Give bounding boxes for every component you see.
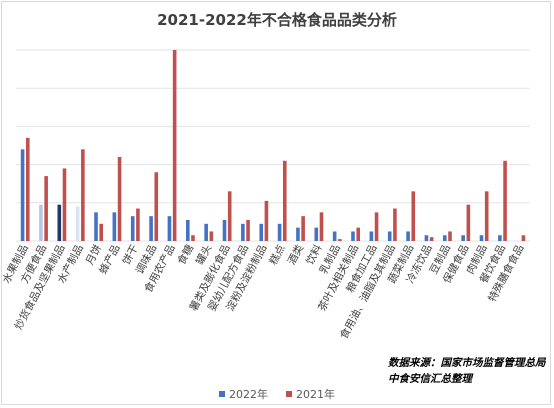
bar-2022 bbox=[387, 231, 392, 241]
bar-2021 bbox=[154, 172, 159, 241]
bar-2022 bbox=[222, 219, 227, 241]
bar-2022 bbox=[112, 212, 117, 241]
source-line-2: 中食安信汇总整理 bbox=[388, 373, 472, 385]
category-label: 糕点 bbox=[266, 242, 287, 267]
bar-2021 bbox=[117, 156, 122, 241]
legend-item-2021: 2021年 bbox=[286, 386, 335, 402]
bar-2021 bbox=[448, 231, 452, 241]
legend-swatch-2022 bbox=[219, 391, 225, 397]
legend: 2022年 2021年 bbox=[0, 386, 554, 402]
bar-2021 bbox=[319, 212, 324, 241]
bar-2021 bbox=[25, 137, 30, 241]
bar-2021 bbox=[484, 191, 489, 241]
bar-2022 bbox=[39, 204, 43, 241]
legend-label-2022: 2022年 bbox=[229, 388, 268, 401]
bar-2021 bbox=[246, 219, 250, 241]
bar-2021 bbox=[282, 160, 287, 241]
bar-2022 bbox=[185, 219, 190, 241]
bar-2021 bbox=[44, 176, 48, 241]
bar-2022 bbox=[442, 235, 447, 241]
bar-2022 bbox=[94, 212, 98, 241]
bar-2021 bbox=[301, 216, 305, 241]
category-label: 酒类 bbox=[285, 242, 307, 267]
bar-2021 bbox=[521, 235, 526, 241]
bar-2022 bbox=[461, 235, 465, 241]
bar-2021 bbox=[411, 191, 416, 241]
bar-2022 bbox=[20, 149, 25, 241]
bar-2021 bbox=[172, 50, 177, 241]
bar-2022 bbox=[406, 231, 410, 241]
bar-2021 bbox=[429, 237, 434, 241]
bar-2022 bbox=[130, 216, 135, 241]
source-line-1: 数据来源：国家市场监督管理总局 bbox=[388, 357, 546, 369]
legend-label-2021: 2021年 bbox=[296, 388, 335, 401]
source-note: 数据来源：国家市场监督管理总局 中食安信汇总整理 bbox=[388, 355, 546, 387]
bar-2021 bbox=[356, 227, 361, 241]
bar-2022 bbox=[259, 223, 264, 241]
bar-2022 bbox=[498, 235, 502, 241]
bar-2022 bbox=[241, 223, 245, 241]
bar-2021 bbox=[503, 160, 507, 241]
bar-2022 bbox=[332, 231, 337, 241]
bar-2021 bbox=[338, 239, 342, 241]
legend-item-2022: 2022年 bbox=[219, 386, 268, 402]
bar-2021 bbox=[264, 200, 269, 241]
bar-2022 bbox=[296, 227, 300, 241]
chart-title: 2021-2022年不合格食品品类分析 bbox=[157, 11, 397, 29]
bar-2022 bbox=[57, 204, 62, 241]
bar-2022 bbox=[351, 231, 355, 241]
bar-2021 bbox=[99, 223, 104, 241]
bar-2021 bbox=[393, 208, 397, 241]
bar-2021 bbox=[62, 168, 67, 241]
bar-2021 bbox=[374, 212, 379, 241]
bar-2022 bbox=[204, 223, 208, 241]
bar-2021 bbox=[227, 191, 232, 241]
bar-2022 bbox=[75, 206, 80, 241]
bar-2022 bbox=[277, 223, 282, 241]
bar-2021 bbox=[136, 208, 140, 241]
bar-2021 bbox=[466, 204, 471, 241]
bar-2021 bbox=[81, 149, 85, 241]
bar-2022 bbox=[167, 216, 172, 241]
legend-swatch-2021 bbox=[286, 391, 292, 397]
bar-2022 bbox=[314, 227, 319, 241]
bar-2022 bbox=[149, 216, 153, 241]
bar-2022 bbox=[369, 231, 374, 241]
bar-2021 bbox=[191, 235, 195, 241]
bar-2022 bbox=[479, 235, 484, 241]
bar-2022 bbox=[424, 235, 429, 241]
category-label: 食糖 bbox=[175, 242, 197, 267]
bar-2021 bbox=[209, 231, 214, 241]
